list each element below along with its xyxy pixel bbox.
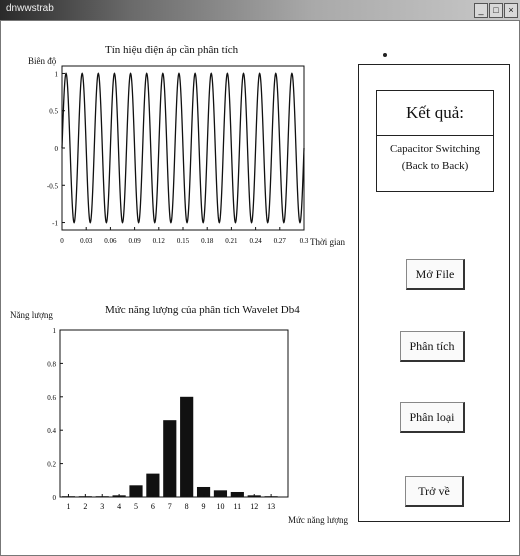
voltage-xtick-label: 0.12	[153, 237, 166, 245]
voltage-ytick-label: 0.5	[49, 108, 58, 116]
energy-bar	[146, 473, 160, 497]
energy-ytick-label: 0	[53, 494, 57, 502]
maximize-button[interactable]: □	[489, 3, 503, 18]
title-bar: dnwwstrab _ □ ×	[0, 0, 520, 20]
open-file-button[interactable]: Mở File	[406, 259, 465, 290]
energy-bar	[213, 490, 228, 497]
voltage-plot-title: Tín hiệu điện áp cần phân tích	[105, 44, 239, 56]
energy-xtick-label: 7	[168, 502, 172, 511]
voltage-xtick-label: 0.03	[80, 237, 93, 245]
voltage-xtick-label: 0.09	[128, 237, 141, 245]
result-title: Kết quả:	[377, 91, 493, 136]
voltage-xtick-label: 0.3	[300, 237, 309, 245]
result-value-line2: (Back to Back)	[401, 160, 469, 172]
voltage-xtick-label: 0.27	[274, 237, 287, 245]
voltage-xtick-label: 0.21	[225, 237, 238, 245]
voltage-ytick-label: -1	[52, 220, 58, 228]
back-button[interactable]: Trở về	[405, 476, 464, 507]
energy-ytick-label: 0.4	[47, 427, 56, 435]
minimize-button[interactable]: _	[474, 3, 488, 18]
classify-button[interactable]: Phân loại	[400, 402, 465, 433]
energy-bar	[163, 420, 177, 497]
energy-plot-xlabel: Mức năng lượng	[288, 515, 349, 525]
energy-bar	[129, 485, 143, 497]
energy-plot-ylabel: Năng lượng	[10, 310, 53, 320]
voltage-plot-ylabel: Biên độ	[28, 56, 57, 66]
energy-xtick-label: 4	[117, 502, 121, 511]
voltage-xtick-label: 0.15	[177, 237, 190, 245]
voltage-ytick-label: 0	[55, 145, 59, 153]
energy-xtick-label: 6	[151, 502, 155, 511]
result-value-line1: Capacitor Switching	[389, 143, 481, 155]
window-title: dnwwstrab	[6, 3, 54, 14]
energy-xtick-label: 9	[202, 502, 206, 511]
energy-ytick-label: 0.6	[47, 394, 56, 402]
energy-xtick-label: 5	[134, 502, 138, 511]
energy-xtick-label: 12	[250, 502, 258, 511]
energy-ytick-label: 1	[53, 327, 57, 335]
voltage-ytick-label: -0.5	[47, 182, 59, 190]
energy-xtick-label: 10	[216, 502, 224, 511]
voltage-xtick-label: 0.06	[104, 237, 117, 245]
window-controls: _ □ ×	[474, 3, 518, 18]
voltage-ytick-label: 1	[55, 70, 59, 78]
energy-xtick-label: 8	[185, 502, 189, 511]
energy-xtick-label: 11	[233, 502, 241, 511]
marker-dot	[383, 53, 387, 57]
energy-bar	[180, 396, 194, 497]
voltage-plot-xlabel: Thời gian	[310, 237, 346, 247]
energy-bar	[196, 486, 211, 497]
result-box: Kết quả: Capacitor Switching (Back to Ba…	[376, 90, 494, 192]
voltage-waveform-line	[61, 72, 305, 224]
energy-xtick-label: 1	[66, 502, 70, 511]
energy-ytick-label: 0.8	[47, 360, 56, 368]
result-value: Capacitor Switching (Back to Back)	[377, 141, 493, 175]
energy-xtick-label: 13	[267, 502, 275, 511]
voltage-xtick-label: 0.24	[249, 237, 262, 245]
close-button[interactable]: ×	[504, 3, 518, 18]
energy-xtick-label: 2	[83, 502, 87, 511]
voltage-xtick-label: 0.18	[201, 237, 214, 245]
analyze-button[interactable]: Phân tích	[400, 331, 465, 362]
energy-xtick-label: 3	[100, 502, 104, 511]
energy-ytick-label: 0.2	[47, 461, 56, 469]
voltage-xtick-label: 0	[60, 237, 64, 245]
energy-plot-title: Mức năng lượng của phân tích Wavelet Db4	[105, 304, 300, 316]
